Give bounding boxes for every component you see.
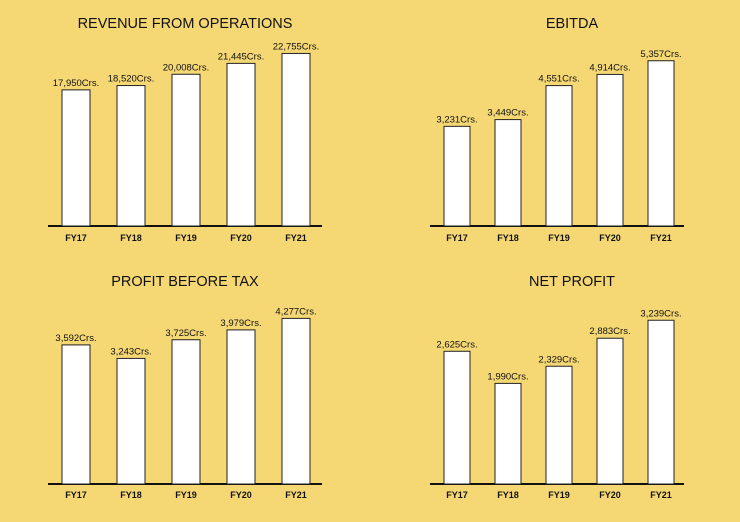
bar-fy17 bbox=[61, 344, 91, 485]
x-tick-label: FY18 bbox=[120, 490, 142, 500]
bar-fy18 bbox=[494, 382, 522, 485]
bar-fy17 bbox=[443, 125, 471, 227]
value-label: 2,883Crs. bbox=[589, 326, 630, 337]
value-label: 17,950Crs. bbox=[53, 78, 99, 89]
value-label: 4,551Crs. bbox=[538, 74, 579, 85]
value-label: 3,231Crs. bbox=[436, 114, 477, 125]
x-tick-label: FY17 bbox=[446, 490, 468, 500]
value-label: 2,329Crs. bbox=[538, 354, 579, 365]
bar-fy20 bbox=[596, 73, 624, 227]
x-tick-label: FY18 bbox=[497, 490, 519, 500]
chart-title: REVENUE FROM OPERATIONS bbox=[78, 16, 293, 32]
chart-title: NET PROFIT bbox=[529, 274, 615, 290]
bar-fy19 bbox=[171, 339, 201, 485]
x-tick-label: FY19 bbox=[548, 233, 570, 243]
value-label: 22,755Crs. bbox=[273, 41, 319, 52]
bar-fy20 bbox=[226, 62, 256, 227]
x-tick-label: FY21 bbox=[285, 233, 307, 243]
value-label: 4,277Crs. bbox=[275, 306, 316, 317]
value-label: 21,445Crs. bbox=[218, 51, 264, 62]
bar-fy18 bbox=[116, 357, 146, 485]
bar-fy21 bbox=[647, 319, 675, 485]
value-label: 3,725Crs. bbox=[165, 328, 206, 339]
x-tick-label: FY21 bbox=[650, 233, 672, 243]
value-label: 18,520Crs. bbox=[108, 74, 154, 85]
chart-title: EBITDA bbox=[546, 16, 599, 32]
x-tick-label: FY17 bbox=[65, 233, 87, 243]
x-tick-label: FY19 bbox=[548, 490, 570, 500]
x-tick-label: FY19 bbox=[175, 233, 197, 243]
value-label: 5,357Crs. bbox=[640, 49, 681, 60]
x-tick-label: FY21 bbox=[285, 490, 307, 500]
x-tick-label: FY20 bbox=[230, 490, 252, 500]
bar-fy19 bbox=[545, 365, 573, 485]
bar-fy18 bbox=[116, 85, 146, 227]
x-tick-label: FY21 bbox=[650, 490, 672, 500]
x-tick-label: FY18 bbox=[120, 233, 142, 243]
x-tick-label: FY17 bbox=[446, 233, 468, 243]
x-tick-label: FY20 bbox=[599, 233, 621, 243]
value-label: 3,592Crs. bbox=[55, 333, 96, 344]
bar-fy19 bbox=[171, 73, 201, 227]
x-tick-label: FY20 bbox=[230, 233, 252, 243]
bar-fy20 bbox=[596, 337, 624, 485]
bar-fy21 bbox=[281, 317, 311, 485]
x-tick-label: FY18 bbox=[497, 233, 519, 243]
bar-fy19 bbox=[545, 85, 573, 227]
value-label: 2,625Crs. bbox=[436, 339, 477, 350]
bar-fy17 bbox=[61, 89, 91, 227]
value-label: 3,979Crs. bbox=[220, 318, 261, 329]
bar-fy21 bbox=[647, 60, 675, 227]
value-label: 20,008Crs. bbox=[163, 62, 209, 73]
value-label: 1,990Crs. bbox=[487, 371, 528, 382]
bar-fy21 bbox=[281, 52, 311, 227]
x-tick-label: FY19 bbox=[175, 490, 197, 500]
value-label: 3,239Crs. bbox=[640, 308, 681, 319]
chart-title: PROFIT BEFORE TAX bbox=[111, 274, 259, 290]
bar-fy17 bbox=[443, 350, 471, 485]
x-tick-label: FY20 bbox=[599, 490, 621, 500]
value-label: 3,243Crs. bbox=[110, 346, 151, 357]
value-label: 4,914Crs. bbox=[589, 62, 630, 73]
bar-fy20 bbox=[226, 329, 256, 485]
x-tick-label: FY17 bbox=[65, 490, 87, 500]
value-label: 3,449Crs. bbox=[487, 108, 528, 119]
bar-fy18 bbox=[494, 119, 522, 227]
